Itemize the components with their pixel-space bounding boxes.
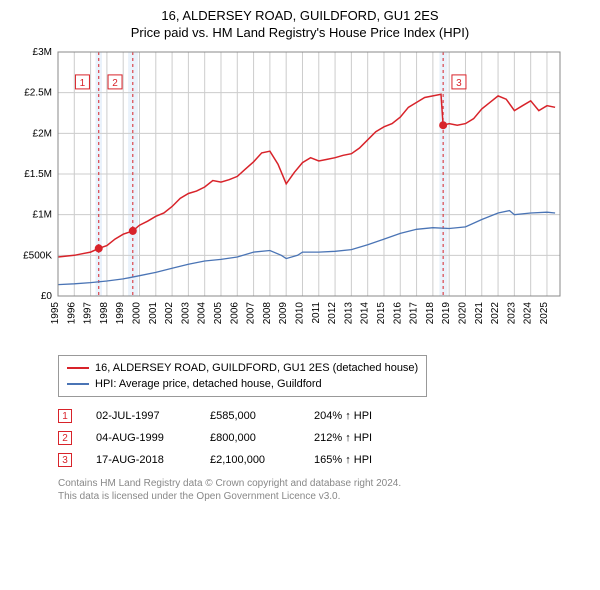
svg-text:2020: 2020 [457, 302, 468, 325]
legend-label: HPI: Average price, detached house, Guil… [95, 376, 322, 392]
svg-text:2014: 2014 [360, 302, 371, 325]
footer-line1: Contains HM Land Registry data © Crown c… [58, 477, 590, 490]
svg-text:2: 2 [112, 78, 118, 89]
title-address: 16, ALDERSEY ROAD, GUILDFORD, GU1 2ES [10, 8, 590, 23]
sale-row: 2 04-AUG-1999 £800,000 212% ↑ HPI [58, 427, 590, 449]
svg-text:2021: 2021 [474, 302, 485, 325]
sale-date: 02-JUL-1997 [96, 410, 186, 422]
line-chart-svg: £0 £500K £1M £1.5M £2M £2.5M £3M 1995 1996 1997 19… [10, 46, 570, 346]
svg-text:2006: 2006 [229, 302, 240, 325]
svg-text:2003: 2003 [180, 302, 191, 325]
svg-text:2012: 2012 [327, 302, 338, 325]
sale-marker-icon: 1 [58, 409, 72, 423]
svg-text:1: 1 [80, 78, 86, 89]
svg-text:2016: 2016 [392, 302, 403, 325]
sale-row: 1 02-JUL-1997 £585,000 204% ↑ HPI [58, 405, 590, 427]
svg-text:2022: 2022 [490, 302, 501, 325]
svg-text:2004: 2004 [197, 302, 208, 325]
svg-text:£0: £0 [41, 291, 53, 302]
svg-text:1998: 1998 [99, 302, 110, 325]
sale-pct: 212% ↑ HPI [314, 432, 404, 444]
legend-swatch [67, 383, 89, 385]
legend-swatch [67, 367, 89, 369]
sale-marker-icon: 3 [58, 453, 72, 467]
sales-table: 1 02-JUL-1997 £585,000 204% ↑ HPI 2 04-AUG-19… [58, 405, 590, 471]
svg-text:2013: 2013 [343, 302, 354, 325]
chart-container: 16, ALDERSEY ROAD, GUILDFORD, GU1 2ES Pr… [0, 0, 600, 509]
sale-date: 17-AUG-2018 [96, 454, 186, 466]
legend-row: 16, ALDERSEY ROAD, GUILDFORD, GU1 2ES (d… [67, 360, 418, 376]
svg-text:£2.5M: £2.5M [24, 88, 52, 99]
legend-label: 16, ALDERSEY ROAD, GUILDFORD, GU1 2ES (d… [95, 360, 418, 376]
chart-area: £0 £500K £1M £1.5M £2M £2.5M £3M 1995 1996 1997 19… [10, 46, 590, 351]
svg-text:1996: 1996 [66, 302, 77, 325]
title-block: 16, ALDERSEY ROAD, GUILDFORD, GU1 2ES Pr… [10, 8, 590, 40]
sale-marker-icon: 2 [58, 431, 72, 445]
footer-line2: This data is licensed under the Open Gov… [58, 490, 590, 503]
svg-text:2001: 2001 [148, 302, 159, 325]
sale-price: £585,000 [210, 410, 290, 422]
svg-text:2002: 2002 [164, 302, 175, 325]
svg-text:2010: 2010 [294, 302, 305, 325]
svg-text:2000: 2000 [131, 302, 142, 325]
svg-text:£1M: £1M [33, 210, 52, 221]
footer-attribution: Contains HM Land Registry data © Crown c… [58, 477, 590, 503]
svg-text:2008: 2008 [262, 302, 273, 325]
sale-row: 3 17-AUG-2018 £2,100,000 165% ↑ HPI [58, 449, 590, 471]
svg-text:1995: 1995 [50, 302, 61, 325]
svg-text:2023: 2023 [506, 302, 517, 325]
svg-text:2005: 2005 [213, 302, 224, 325]
svg-text:2018: 2018 [425, 302, 436, 325]
sale-price: £2,100,000 [210, 454, 290, 466]
svg-text:2015: 2015 [376, 302, 387, 325]
svg-text:1999: 1999 [115, 302, 126, 325]
svg-text:£2M: £2M [33, 128, 52, 139]
svg-text:2025: 2025 [539, 302, 550, 325]
sale-price: £800,000 [210, 432, 290, 444]
svg-text:2007: 2007 [246, 302, 257, 325]
legend: 16, ALDERSEY ROAD, GUILDFORD, GU1 2ES (d… [58, 355, 427, 397]
sale-pct: 165% ↑ HPI [314, 454, 404, 466]
svg-text:2019: 2019 [441, 302, 452, 325]
sale-date: 04-AUG-1999 [96, 432, 186, 444]
svg-text:3: 3 [456, 78, 462, 89]
svg-text:2011: 2011 [311, 302, 322, 324]
title-subtitle: Price paid vs. HM Land Registry's House … [10, 25, 590, 40]
svg-text:2024: 2024 [523, 302, 534, 325]
svg-text:£1.5M: £1.5M [24, 169, 52, 180]
svg-text:1997: 1997 [83, 302, 94, 325]
svg-text:2017: 2017 [409, 302, 420, 325]
sale-pct: 204% ↑ HPI [314, 410, 404, 422]
svg-text:£500K: £500K [23, 250, 52, 261]
legend-row: HPI: Average price, detached house, Guil… [67, 376, 418, 392]
svg-text:2009: 2009 [278, 302, 289, 325]
svg-text:£3M: £3M [33, 47, 52, 58]
